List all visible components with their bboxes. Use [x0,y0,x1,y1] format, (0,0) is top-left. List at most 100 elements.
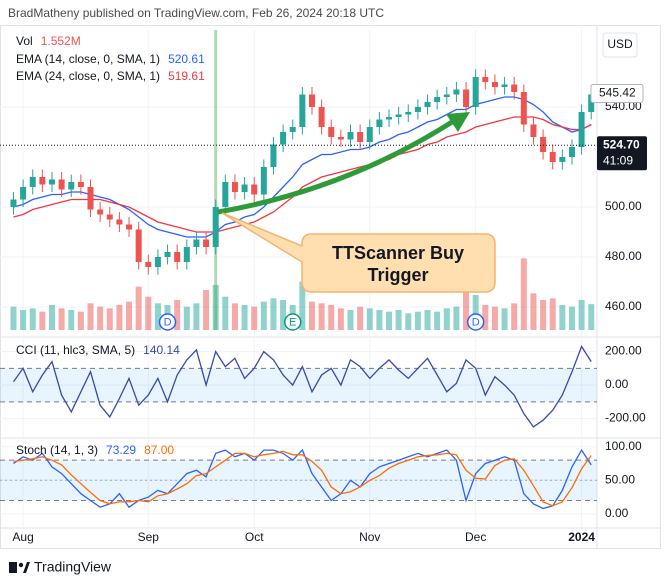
volume-bar [77,311,84,330]
candle-body [10,199,17,207]
currency-label[interactable]: USD [607,37,633,51]
volume-bar [578,300,585,330]
volume-bar [520,258,527,330]
volume-bar [482,305,489,330]
volume-bar [530,293,537,330]
candle-body [212,207,219,247]
volume-bar [39,311,46,330]
candle-body [308,94,315,107]
volume-bar [588,304,595,330]
volume-bar [405,313,412,330]
candle-body [501,84,508,87]
volume-bar [376,310,383,330]
candle-body [337,137,344,140]
currency-button[interactable] [602,32,638,58]
candle-body [77,182,84,187]
candle-body [183,247,190,262]
legend-name: EMA (24, close, 0, SMA, 1) [16,69,160,83]
legend-value: 87.00 [144,443,174,457]
candle-body [106,214,113,220]
candle-body [434,97,441,102]
y-tick-label: 0.00 [605,506,629,520]
volume-bar [116,305,123,330]
candle-body [472,77,479,107]
footer-logo [9,562,30,573]
candle-body [29,177,36,187]
volume-bar [203,290,210,330]
volume-bar [328,305,335,330]
series-line [13,450,592,507]
y-tick-label: 480.00 [605,249,642,263]
arrow-head [446,112,470,132]
candle-body [20,187,27,200]
volume-bar [193,303,200,330]
candle-body [405,112,412,115]
volume-bar [280,300,287,330]
price-tag-label: 545.42 [599,86,636,100]
candle-body [520,92,527,125]
event-label: D [164,316,172,328]
volume-bar [308,301,315,330]
y-tick-label: 500.00 [605,199,642,213]
legend-value: 520.61 [168,52,205,66]
volume-bar [29,308,36,330]
candle-body [260,167,267,195]
volume-bar [472,295,479,330]
candle-body [251,184,258,195]
volume-bar [540,300,547,330]
candle-body [299,94,306,127]
logo-part [23,562,30,573]
volume-bar [549,298,556,330]
candle-body [386,117,393,120]
candle-body [568,147,575,157]
band-fill [0,460,597,501]
volume-bar [318,303,325,330]
candle-body [424,102,431,107]
candle-body [559,157,566,162]
y-tick-label: 50.00 [605,472,635,486]
candle-body [357,132,364,142]
candle-body [231,182,238,192]
volume-bar [357,306,364,330]
candle-body [222,182,229,207]
y-tick-label: -200.00 [605,411,646,425]
volume-bar [414,311,421,330]
candle-body [68,182,75,190]
volume-bar [126,301,133,330]
candle-body [145,262,152,267]
volume-bar [251,306,258,330]
volume-bar [183,306,190,330]
legend-name: EMA (14, close, 0, SMA, 1) [16,52,160,66]
chart-frame [0,25,661,549]
callout-box [221,212,496,293]
candle-body [318,107,325,127]
last-price-label: 524.70 [603,137,640,151]
candle-body [280,132,287,145]
callout-text: TTScanner Buy [332,243,464,263]
event-label: D [472,316,480,328]
volume-bar [48,305,55,330]
candle-body [540,137,547,152]
candle-body [241,184,248,192]
logo-part [9,562,17,573]
volume-bar [395,310,402,330]
series-line [13,96,592,238]
candle-body [491,82,498,87]
event-marker [466,313,485,331]
candle-body [511,84,518,92]
footer-brand: TradingView [34,559,112,575]
legend-name: Stoch (14, 1, 3) [16,443,98,457]
annotation-callout: TTScanner Buy Trigger [217,112,496,293]
event-label: E [289,316,296,328]
candle-body [48,179,55,185]
candle-body [203,239,210,247]
volume-bar [559,305,566,330]
volume-bar [463,276,470,330]
volume-bar [231,303,238,330]
candle-body [395,114,402,117]
candle-body [164,252,171,257]
volume-bar [10,306,17,330]
candle-body [328,127,335,137]
x-tick-label: Sep [138,530,160,544]
